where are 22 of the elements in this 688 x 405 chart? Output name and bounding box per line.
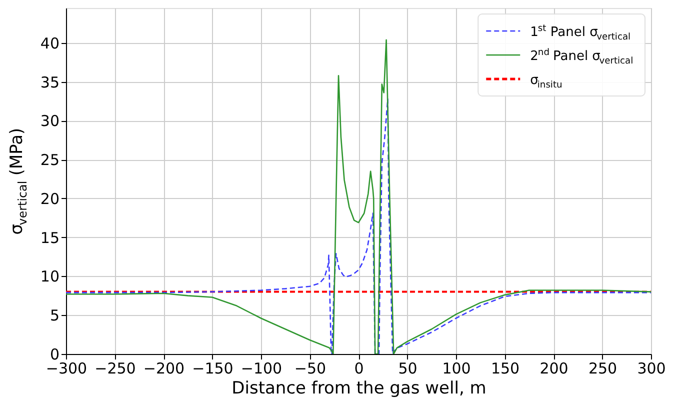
x-tick-label: 200 <box>540 360 568 378</box>
x-tick-label: 300 <box>637 360 666 378</box>
x-tick-label: 250 <box>588 360 618 378</box>
y-tick-label: 35 <box>40 73 60 92</box>
x-tick-label: −200 <box>143 360 185 378</box>
y-tick-label: 40 <box>40 34 60 52</box>
y-tick-label: 10 <box>40 268 60 286</box>
x-tick-label: −50 <box>294 360 326 378</box>
x-axis-title: Distance from the gas well, m <box>232 378 486 398</box>
y-tick-label: 20 <box>40 190 60 208</box>
x-tick-label: −250 <box>94 360 136 378</box>
x-tick-label: 150 <box>490 360 520 378</box>
y-tick-label: 15 <box>40 228 60 247</box>
x-tick-label: 100 <box>442 360 471 378</box>
x-tick-label: 50 <box>398 360 418 378</box>
x-tick-label: 0 <box>354 360 364 378</box>
y-tick-label: 25 <box>40 151 60 170</box>
y-tick-label: 5 <box>50 306 60 325</box>
x-tick-label: −100 <box>240 360 282 378</box>
y-tick-label: 30 <box>40 112 60 130</box>
y-axis-title: σvertical (MPa) <box>7 128 30 235</box>
x-tick-label: −150 <box>192 360 234 378</box>
